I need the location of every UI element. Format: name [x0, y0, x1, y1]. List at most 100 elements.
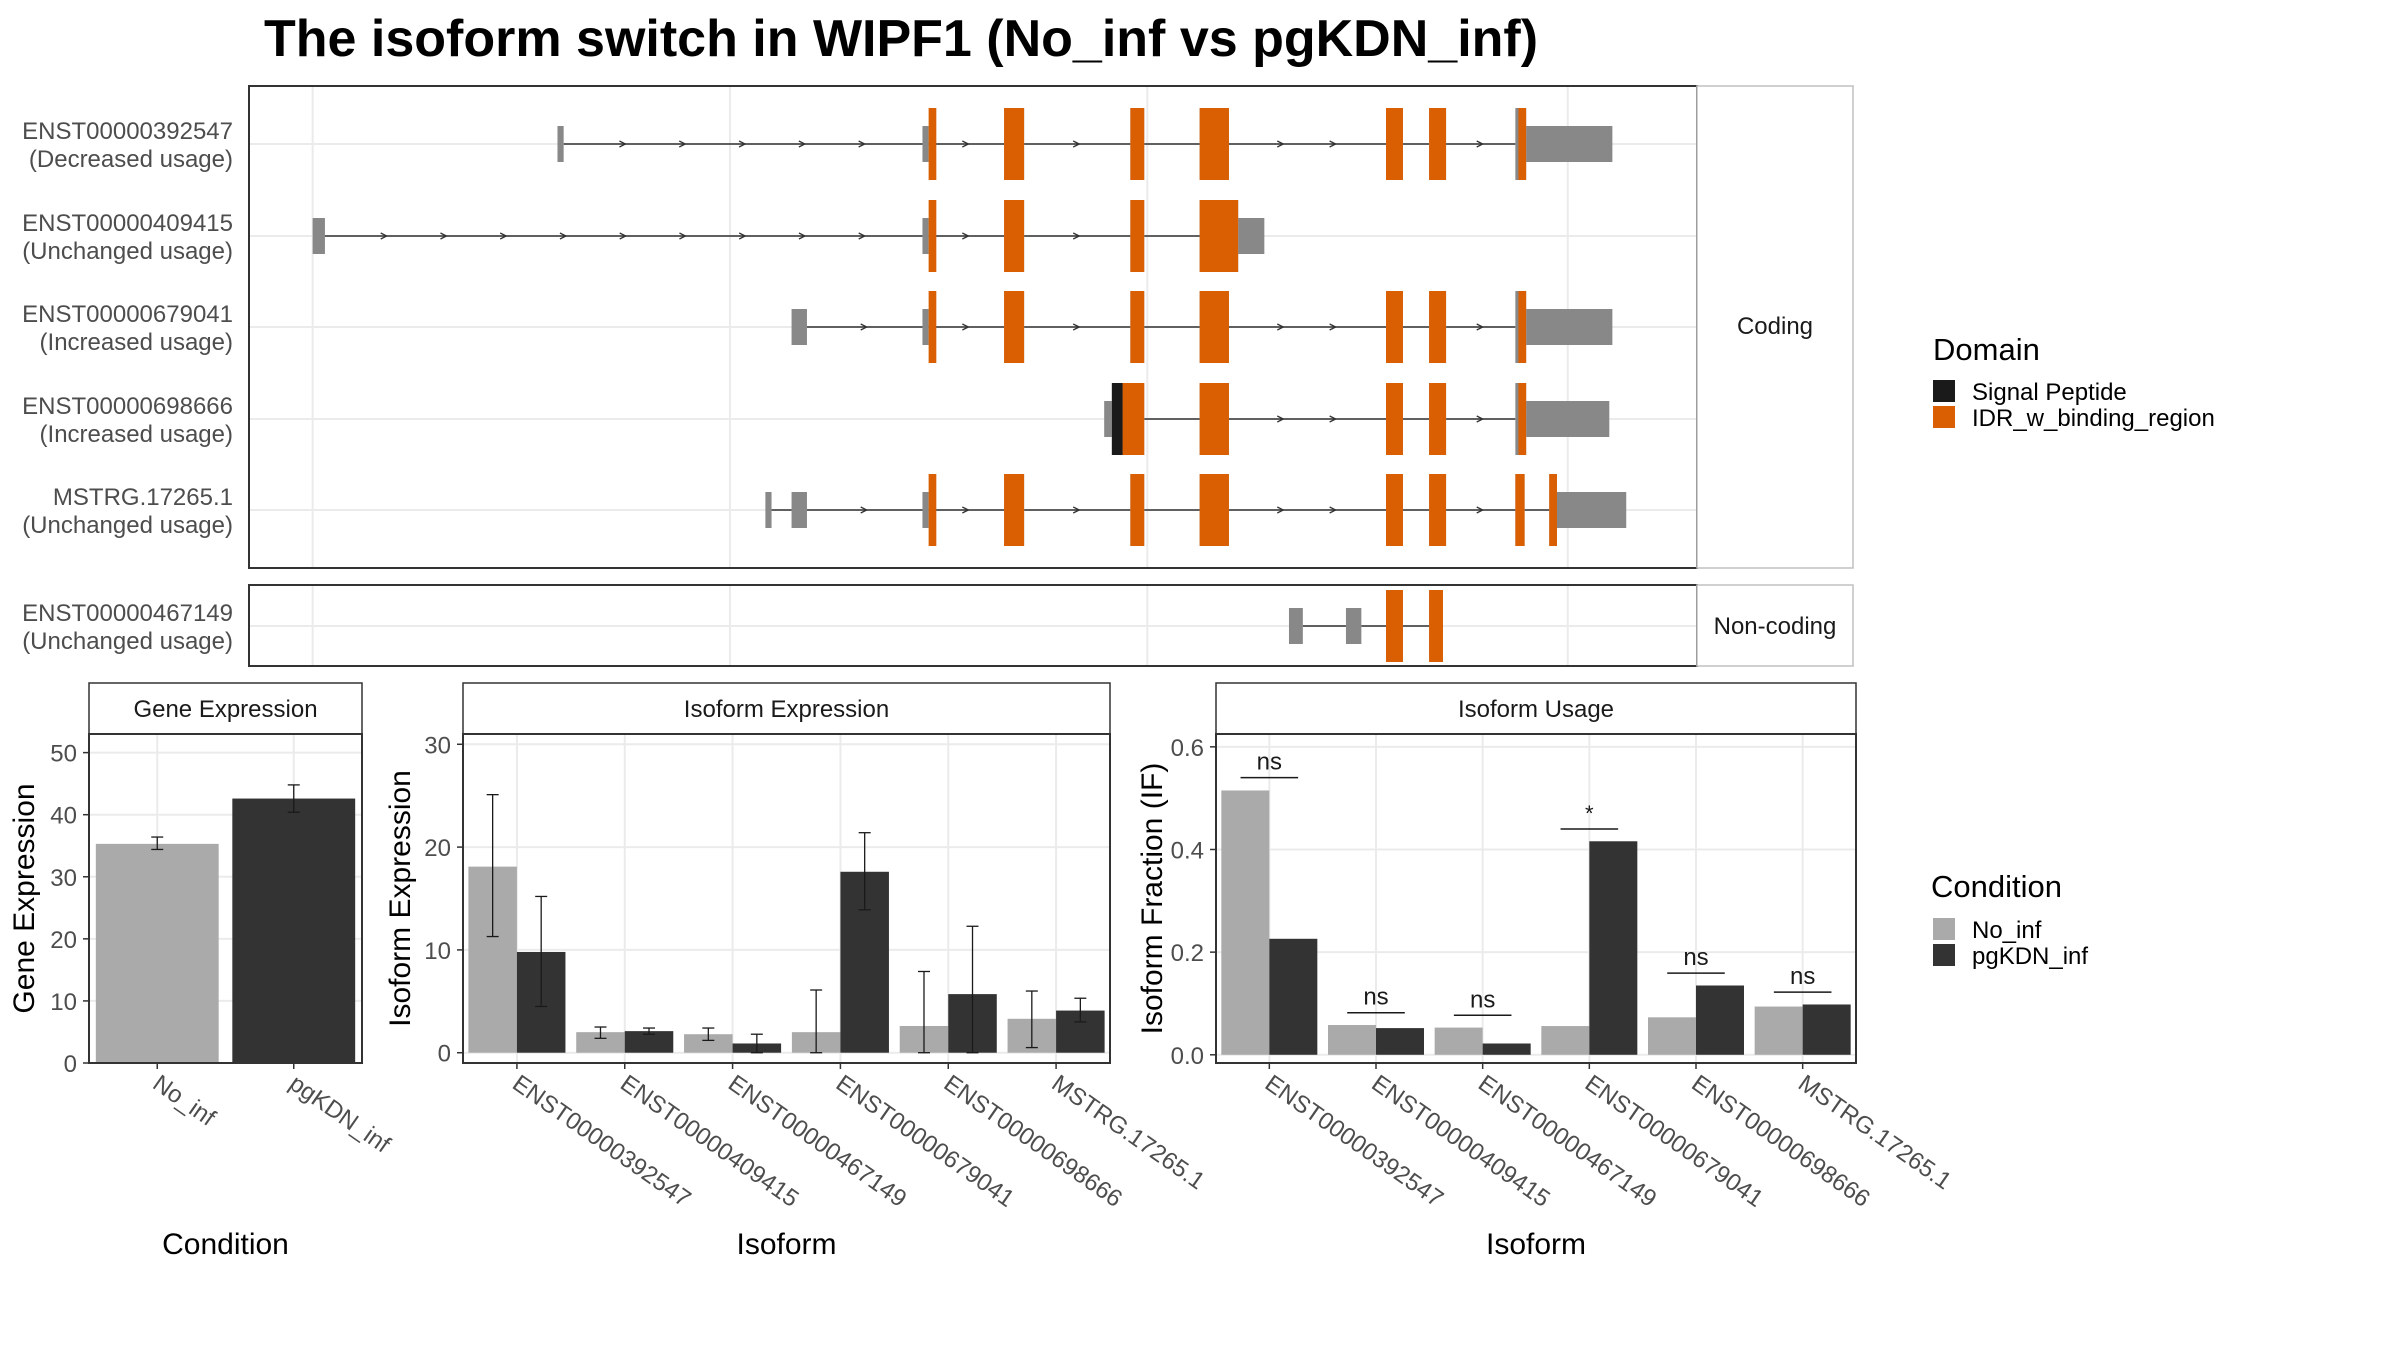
bar-No_inf-ENST00000392547 [1221, 790, 1270, 1055]
intron-arrow [1329, 415, 1338, 423]
intron-arrow [1276, 323, 1285, 331]
bar-No_inf-ENST00000698666 [1648, 1017, 1696, 1055]
intron-arrow [860, 506, 869, 514]
facet-strip [1215, 682, 1857, 735]
intron-arrow [1072, 506, 1081, 514]
domain-legend-key-idr [1933, 406, 1955, 428]
idr-domain [1199, 474, 1229, 546]
tick-label-x: ENST00000392547 [1260, 1070, 1448, 1213]
transcript-ENST00000679041: ENST00000679041(Increased usage) [22, 291, 1613, 363]
bar-pgKDN_inf-ENST00000392547 [1269, 938, 1318, 1055]
intron-arrow [499, 232, 508, 240]
transcript-id-label: ENST00000698666 [22, 393, 233, 420]
facet-strip-label: Isoform Expression [684, 696, 889, 723]
intron-arrow [619, 140, 627, 148]
significance-label: ns [1683, 944, 1708, 971]
bar-No_inf-ENST00000409415 [1328, 1025, 1376, 1055]
idr-domain [1515, 474, 1525, 546]
intron-arrow [1072, 323, 1081, 331]
exon [1526, 126, 1613, 162]
exon [1288, 608, 1303, 644]
transcript-id-label: MSTRG.17265.1 [53, 484, 233, 511]
significance-label: ns [1790, 963, 1815, 990]
exon [922, 492, 929, 528]
intron-arrow [1276, 415, 1285, 423]
tick-label-y: 0.4 [1171, 837, 1204, 864]
intron-arrow [858, 140, 867, 148]
transcript-usage-label: (Increased usage) [40, 421, 233, 448]
tick-label-x: ENST00000467149 [1473, 1070, 1661, 1213]
tick-label-x: ENST00000409415 [615, 1070, 803, 1213]
isoform-expression-chart: Isoform Expression 0 10 20 30 ENST00000392547… [384, 682, 1210, 1261]
transcript-usage-label: (Decreased usage) [29, 146, 233, 173]
significance-label: * [1585, 801, 1594, 826]
intron-arrow [619, 232, 628, 240]
intron-arrow [1476, 415, 1485, 423]
tick-label-y: 40 [50, 803, 77, 830]
idr-domain [1199, 383, 1229, 455]
intron-arrow [1476, 140, 1485, 148]
plot-border [88, 733, 363, 1064]
domain-legend-key-signal [1933, 380, 1955, 402]
transcript-structure-panel: ENST00000392547(Decreased usage) ENST0000… [22, 85, 1698, 667]
intron-arrow [860, 323, 869, 331]
exon [312, 218, 325, 254]
transcript-ENST00000409415: ENST00000409415(Unchanged usage) [22, 200, 1265, 272]
intron-arrow [798, 232, 807, 240]
tick-label-x: pgKDN_inf [284, 1070, 395, 1159]
intron-arrow [798, 140, 807, 148]
tick-label-y: 0.2 [1171, 940, 1204, 967]
idr-domain [1004, 474, 1025, 546]
idr-domain [1122, 383, 1145, 455]
intron-arrow [962, 506, 970, 514]
bar-No_inf [95, 843, 219, 1063]
intron-arrow [440, 232, 448, 240]
transcript-id-label: ENST00000467149 [22, 600, 233, 627]
idr-domain [1429, 108, 1447, 180]
intron-arrow [962, 140, 970, 148]
idr-domain [1004, 108, 1025, 180]
exon [557, 126, 564, 162]
transcript-usage-label: (Unchanged usage) [22, 238, 233, 265]
tick-label-y: 30 [50, 865, 77, 892]
tick-label-y: 50 [50, 741, 77, 768]
noncoding-facet-strip: Non-coding [1696, 584, 1854, 667]
idr-domain [1386, 108, 1403, 180]
plot-border [462, 733, 1111, 1064]
intron-arrow [1072, 140, 1081, 148]
idr-domain [1386, 291, 1403, 363]
transcript-usage-label: (Increased usage) [40, 329, 233, 356]
bar-pgKDN_inf-ENST00000698666 [1696, 985, 1744, 1055]
idr-domain [1429, 474, 1447, 546]
signal-peptide-domain [1111, 383, 1123, 455]
transcript-id-label: ENST00000679041 [22, 301, 233, 328]
condition-legend-label-pgkdn-inf: pgKDN_inf [1972, 943, 2088, 970]
exon [922, 309, 929, 345]
idr-domain [928, 474, 937, 546]
bar-No_inf-MSTRG.17265.1 [1754, 1006, 1803, 1055]
idr-domain [1518, 291, 1527, 363]
tick-label-x: ENST00000679041 [1580, 1070, 1768, 1213]
transcript-ENST00000392547: ENST00000392547(Decreased usage) [22, 108, 1613, 180]
figure-title: The isoform switch in WIPF1 (No_inf vs p… [264, 10, 1538, 68]
condition-legend-label-no-inf: No_inf [1972, 917, 2042, 944]
tick-label-x: ENST00000409415 [1367, 1070, 1555, 1213]
intron-arrow [1329, 506, 1338, 514]
condition-legend-title: Condition [1931, 869, 2062, 904]
intron-arrow [858, 232, 867, 240]
domain-legend-label-idr: IDR_w_binding_region [1972, 405, 2215, 432]
domain-legend-title: Domain [1933, 332, 2040, 367]
transcript-ENST00000467149: ENST00000467149(Unchanged usage) [22, 590, 1443, 662]
exon [1104, 401, 1112, 437]
tick-label-y: 0 [64, 1051, 77, 1078]
idr-domain [1130, 108, 1145, 180]
idr-domain [1386, 383, 1403, 455]
bar-No_inf-ENST00000409415 [576, 1032, 625, 1053]
idr-domain [1549, 474, 1557, 546]
idr-domain [1130, 474, 1145, 546]
idr-domain [928, 200, 937, 272]
tick-label-y: 20 [50, 927, 77, 954]
axis-label-x: Isoform [1486, 1228, 1586, 1261]
condition-legend: Condition No_inf pgKDN_inf [1931, 869, 2088, 970]
plot-background [1216, 734, 1856, 1063]
